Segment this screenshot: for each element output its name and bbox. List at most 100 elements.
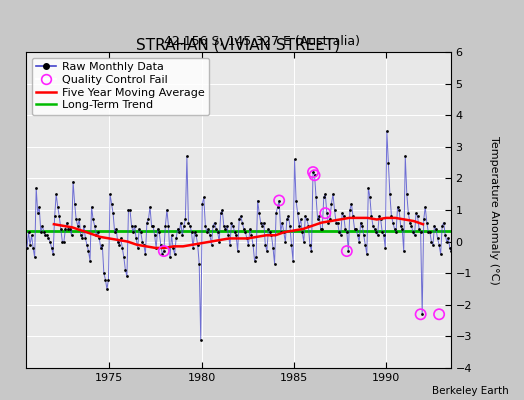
Point [347, 200, 356, 207]
Point [449, 232, 457, 238]
Point [257, 220, 265, 226]
Point [72, 216, 80, 223]
Point [430, 222, 439, 229]
Point [213, 229, 222, 235]
Point [181, 216, 190, 223]
Point [352, 226, 361, 232]
Point [272, 210, 280, 216]
Point [70, 200, 79, 207]
Point [378, 229, 386, 235]
Point [375, 213, 384, 220]
Point [220, 222, 228, 229]
Point [100, 270, 108, 276]
Point [49, 251, 57, 258]
Point [246, 226, 254, 232]
Point [417, 229, 425, 235]
Point [235, 216, 243, 223]
Point [344, 248, 353, 254]
Point [316, 226, 325, 232]
Point [147, 222, 156, 229]
Point [292, 197, 300, 204]
Point [104, 276, 113, 283]
Point [443, 238, 451, 245]
Point [333, 220, 342, 226]
Point [154, 226, 162, 232]
Point [26, 242, 34, 248]
Point [440, 220, 448, 226]
Point [309, 169, 317, 175]
Point [394, 204, 402, 210]
Point [421, 204, 430, 210]
Point [364, 185, 373, 191]
Point [310, 172, 319, 178]
Point [427, 238, 435, 245]
Point [75, 216, 83, 223]
Point [247, 232, 256, 238]
Point [450, 235, 458, 242]
Point [425, 229, 434, 235]
Point [295, 222, 303, 229]
Point [409, 229, 417, 235]
Point [436, 251, 445, 258]
Point [406, 220, 414, 226]
Point [407, 222, 416, 229]
Point [397, 222, 405, 229]
Point [269, 245, 277, 251]
Point [309, 169, 317, 175]
Point [198, 200, 206, 207]
Point [177, 220, 185, 226]
Point [61, 226, 70, 232]
Point [91, 222, 99, 229]
Point [18, 235, 27, 242]
Point [420, 216, 428, 223]
Point [289, 257, 297, 264]
Point [293, 210, 302, 216]
Point [255, 210, 264, 216]
Point [209, 222, 217, 229]
Point [366, 194, 374, 200]
Point [441, 232, 450, 238]
Point [35, 204, 43, 210]
Point [300, 238, 308, 245]
Point [143, 220, 151, 226]
Point [301, 213, 310, 220]
Point [170, 251, 179, 258]
Point [275, 197, 283, 204]
Point [46, 238, 54, 245]
Point [216, 210, 225, 216]
Point [180, 222, 188, 229]
Point [223, 222, 231, 229]
Point [150, 232, 159, 238]
Point [429, 242, 437, 248]
Point [64, 226, 73, 232]
Point [50, 213, 59, 220]
Point [184, 220, 193, 226]
Point [341, 226, 350, 232]
Point [103, 286, 111, 292]
Point [415, 226, 423, 232]
Point [305, 242, 314, 248]
Point [298, 229, 307, 235]
Point [32, 185, 40, 191]
Point [119, 254, 128, 261]
Point [135, 226, 144, 232]
Point [264, 226, 272, 232]
Point [124, 207, 133, 213]
Point [45, 235, 53, 242]
Point [203, 229, 211, 235]
Point [418, 311, 427, 318]
Point [84, 248, 93, 254]
Point [129, 229, 137, 235]
Point [259, 220, 268, 226]
Point [172, 235, 180, 242]
Point [224, 232, 233, 238]
Point [229, 222, 237, 229]
Point [53, 204, 62, 210]
Point [390, 226, 399, 232]
Point [187, 229, 195, 235]
Point [140, 242, 148, 248]
Point [370, 226, 379, 232]
Point [40, 229, 48, 235]
Point [30, 254, 39, 261]
Point [284, 213, 292, 220]
